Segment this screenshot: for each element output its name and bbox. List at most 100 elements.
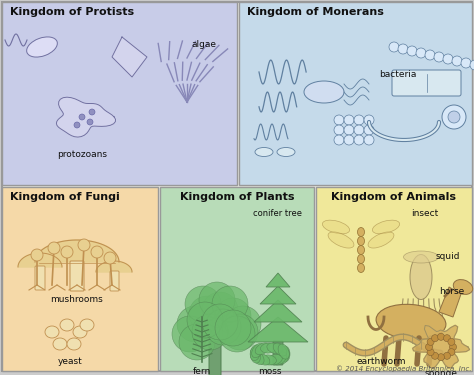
- Text: algae: algae: [192, 40, 217, 49]
- Circle shape: [177, 306, 213, 342]
- Circle shape: [389, 42, 399, 52]
- Circle shape: [425, 50, 435, 60]
- Circle shape: [74, 122, 80, 128]
- Text: conifer tree: conifer tree: [254, 209, 302, 218]
- FancyBboxPatch shape: [70, 261, 84, 291]
- Ellipse shape: [260, 343, 276, 353]
- Text: sponge: sponge: [425, 369, 457, 375]
- Circle shape: [444, 352, 450, 359]
- Ellipse shape: [403, 251, 438, 263]
- Text: yeast: yeast: [58, 357, 82, 366]
- Bar: [239, 2, 472, 185]
- Circle shape: [215, 310, 251, 346]
- Ellipse shape: [53, 338, 67, 350]
- Circle shape: [192, 314, 228, 350]
- Polygon shape: [35, 240, 119, 262]
- Circle shape: [344, 135, 354, 145]
- Ellipse shape: [27, 37, 57, 57]
- Ellipse shape: [260, 355, 276, 365]
- Polygon shape: [254, 300, 302, 322]
- Ellipse shape: [80, 319, 94, 331]
- Ellipse shape: [277, 147, 295, 156]
- Ellipse shape: [60, 319, 74, 331]
- Circle shape: [442, 105, 466, 129]
- Circle shape: [448, 338, 455, 345]
- Polygon shape: [96, 261, 132, 272]
- FancyBboxPatch shape: [273, 341, 283, 365]
- Bar: [2, 187, 158, 371]
- Bar: [160, 187, 314, 371]
- Circle shape: [87, 119, 93, 125]
- Ellipse shape: [255, 343, 270, 355]
- Polygon shape: [260, 286, 296, 304]
- Circle shape: [31, 249, 43, 261]
- Ellipse shape: [250, 345, 261, 361]
- Circle shape: [448, 111, 460, 123]
- Ellipse shape: [273, 352, 287, 365]
- Ellipse shape: [280, 346, 290, 362]
- Ellipse shape: [278, 349, 289, 364]
- Circle shape: [179, 324, 215, 360]
- Circle shape: [219, 316, 255, 352]
- Text: bacteria: bacteria: [379, 70, 416, 79]
- Circle shape: [187, 302, 223, 338]
- Ellipse shape: [322, 220, 350, 234]
- Text: Kingdom of Plants: Kingdom of Plants: [180, 192, 294, 202]
- Circle shape: [205, 309, 241, 345]
- Text: mushrooms: mushrooms: [51, 295, 103, 304]
- Circle shape: [448, 349, 455, 355]
- Circle shape: [461, 58, 471, 68]
- Circle shape: [199, 282, 235, 318]
- Text: earthworm: earthworm: [356, 357, 406, 366]
- Circle shape: [354, 135, 364, 145]
- Circle shape: [354, 125, 364, 135]
- FancyBboxPatch shape: [35, 266, 45, 290]
- Circle shape: [334, 135, 344, 145]
- Ellipse shape: [255, 147, 273, 156]
- Circle shape: [215, 298, 251, 334]
- Ellipse shape: [250, 347, 261, 363]
- Circle shape: [444, 334, 450, 342]
- Polygon shape: [248, 317, 308, 342]
- Circle shape: [225, 306, 261, 342]
- Circle shape: [91, 246, 103, 258]
- Polygon shape: [439, 287, 461, 317]
- Circle shape: [202, 292, 238, 328]
- Text: insect: insect: [411, 209, 438, 218]
- Circle shape: [212, 286, 248, 322]
- Circle shape: [48, 242, 60, 254]
- Ellipse shape: [357, 246, 365, 255]
- Ellipse shape: [267, 354, 283, 365]
- Ellipse shape: [252, 344, 264, 358]
- Circle shape: [334, 125, 344, 135]
- Ellipse shape: [328, 232, 354, 248]
- Circle shape: [172, 316, 208, 352]
- Circle shape: [104, 252, 116, 264]
- Bar: [2, 2, 237, 185]
- Circle shape: [449, 344, 456, 351]
- FancyBboxPatch shape: [392, 70, 461, 96]
- Circle shape: [427, 349, 434, 355]
- Circle shape: [344, 125, 354, 135]
- Ellipse shape: [252, 350, 264, 364]
- Circle shape: [438, 354, 445, 361]
- Circle shape: [452, 56, 462, 66]
- Ellipse shape: [73, 326, 87, 338]
- Text: Kingdom of Protists: Kingdom of Protists: [10, 7, 134, 17]
- Circle shape: [416, 48, 426, 58]
- Ellipse shape: [273, 343, 287, 356]
- Circle shape: [398, 44, 408, 54]
- Polygon shape: [413, 325, 470, 368]
- Circle shape: [89, 109, 95, 115]
- Circle shape: [427, 338, 434, 345]
- Polygon shape: [56, 97, 116, 137]
- Circle shape: [438, 333, 445, 340]
- Circle shape: [426, 344, 432, 351]
- FancyBboxPatch shape: [209, 341, 221, 375]
- Circle shape: [407, 46, 417, 56]
- Circle shape: [431, 352, 438, 359]
- Ellipse shape: [357, 228, 365, 237]
- Text: protozoans: protozoans: [57, 150, 107, 159]
- Circle shape: [443, 54, 453, 64]
- Circle shape: [185, 286, 221, 322]
